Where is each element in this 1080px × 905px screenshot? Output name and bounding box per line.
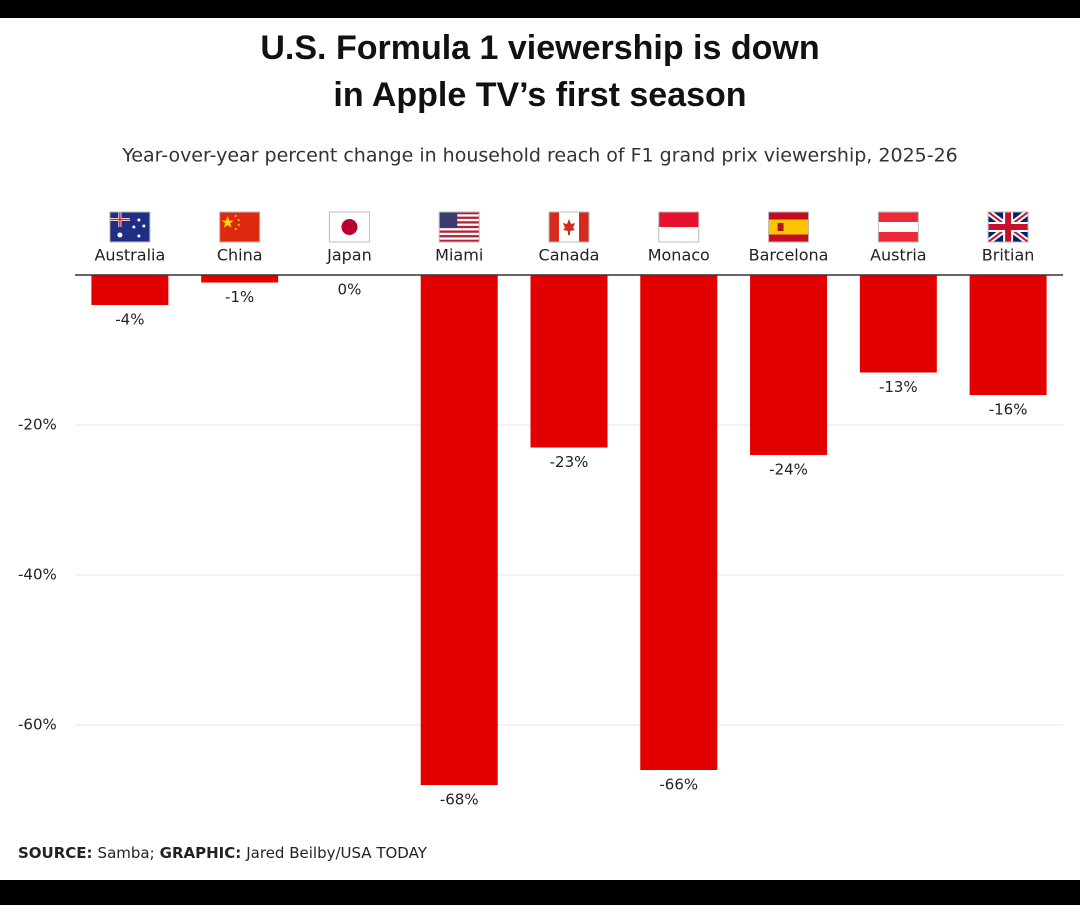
value-label: -23% bbox=[550, 453, 589, 471]
flag-part bbox=[132, 225, 136, 229]
flag-border bbox=[987, 211, 1029, 243]
bar bbox=[201, 275, 279, 283]
value-label: -24% bbox=[769, 461, 808, 479]
x-tick-label: Monaco bbox=[648, 246, 710, 265]
flag-part bbox=[137, 234, 141, 238]
source-label: SOURCE: bbox=[18, 844, 93, 862]
y-tick-label: -40% bbox=[18, 566, 57, 584]
flag-part bbox=[777, 223, 784, 231]
bar bbox=[420, 275, 498, 785]
x-tick-label: Japan bbox=[326, 246, 372, 265]
flag-part bbox=[579, 212, 589, 242]
flag-part bbox=[234, 228, 237, 230]
flag-part bbox=[341, 219, 358, 235]
flag-part bbox=[439, 230, 480, 233]
flag-part bbox=[439, 221, 480, 224]
graphic-text: Jared Beilby/USA TODAY bbox=[245, 844, 427, 862]
x-tick-label: Australia bbox=[94, 246, 165, 265]
flag-part bbox=[439, 216, 480, 219]
y-tick-label: -60% bbox=[18, 716, 57, 734]
flag-border bbox=[768, 211, 810, 243]
flag-part bbox=[439, 225, 480, 229]
flag bbox=[658, 211, 700, 243]
flag-part bbox=[234, 215, 237, 217]
flag-part bbox=[768, 219, 809, 235]
bar bbox=[530, 275, 608, 448]
value-label: -13% bbox=[879, 378, 918, 396]
flag-part bbox=[142, 224, 146, 228]
value-label: 0% bbox=[338, 281, 362, 299]
flag-border bbox=[109, 211, 151, 243]
flag-part bbox=[563, 219, 575, 235]
flag-part bbox=[219, 212, 260, 242]
flag-part bbox=[237, 219, 240, 221]
flag bbox=[768, 211, 810, 243]
bar bbox=[640, 275, 718, 770]
value-label: -1% bbox=[225, 288, 254, 306]
flag bbox=[219, 211, 261, 243]
flag-part bbox=[878, 222, 919, 232]
flag bbox=[438, 211, 480, 243]
bar bbox=[750, 275, 828, 455]
chart-title: U.S. Formula 1 viewership is down bbox=[260, 29, 819, 67]
flag bbox=[877, 211, 919, 243]
value-label: -16% bbox=[989, 401, 1028, 419]
flag-part bbox=[439, 235, 480, 238]
bar bbox=[859, 275, 937, 373]
flag-border bbox=[877, 211, 919, 243]
flag-part bbox=[658, 212, 699, 227]
x-tick-label: Canada bbox=[539, 246, 600, 265]
flag-part bbox=[119, 212, 121, 227]
flag-border bbox=[328, 211, 370, 243]
flag bbox=[986, 209, 1030, 245]
x-tick-label: China bbox=[217, 246, 263, 265]
flag-border bbox=[219, 211, 261, 243]
flag-border bbox=[548, 211, 590, 243]
flag-border bbox=[438, 211, 480, 243]
flag-part bbox=[237, 224, 240, 226]
source-text: Samba; bbox=[98, 844, 155, 862]
flag-part bbox=[549, 212, 559, 242]
x-tick-label: Austria bbox=[870, 246, 927, 265]
flag bbox=[548, 211, 590, 243]
flag-part bbox=[439, 212, 458, 228]
background bbox=[0, 18, 1080, 880]
flag-part bbox=[988, 212, 1029, 242]
y-tick-label: -20% bbox=[18, 416, 57, 434]
source: SOURCE: Samba; GRAPHIC: Jared Beilby/USA TO… bbox=[18, 844, 428, 862]
value-label: -68% bbox=[440, 791, 479, 809]
flag-border bbox=[658, 211, 700, 243]
flag-part bbox=[439, 212, 480, 215]
bar bbox=[969, 275, 1047, 395]
x-tick-label: Britian bbox=[982, 246, 1035, 265]
flag-part bbox=[221, 216, 234, 228]
flag-part bbox=[117, 232, 123, 238]
subtitle: Year-over-year percent change in househo… bbox=[121, 145, 958, 167]
graphic-label: GRAPHIC: bbox=[160, 844, 242, 862]
x-tick-label: Barcelona bbox=[749, 246, 829, 265]
flag bbox=[328, 211, 370, 243]
flag-part bbox=[137, 218, 141, 222]
x-tick-label: Miami bbox=[435, 246, 483, 265]
flag-part bbox=[439, 239, 480, 242]
flag bbox=[109, 211, 151, 243]
value-label: -66% bbox=[659, 776, 698, 794]
chart-title: in Apple TV’s first season bbox=[333, 76, 746, 114]
bar bbox=[91, 275, 169, 305]
value-label: -4% bbox=[115, 311, 144, 329]
